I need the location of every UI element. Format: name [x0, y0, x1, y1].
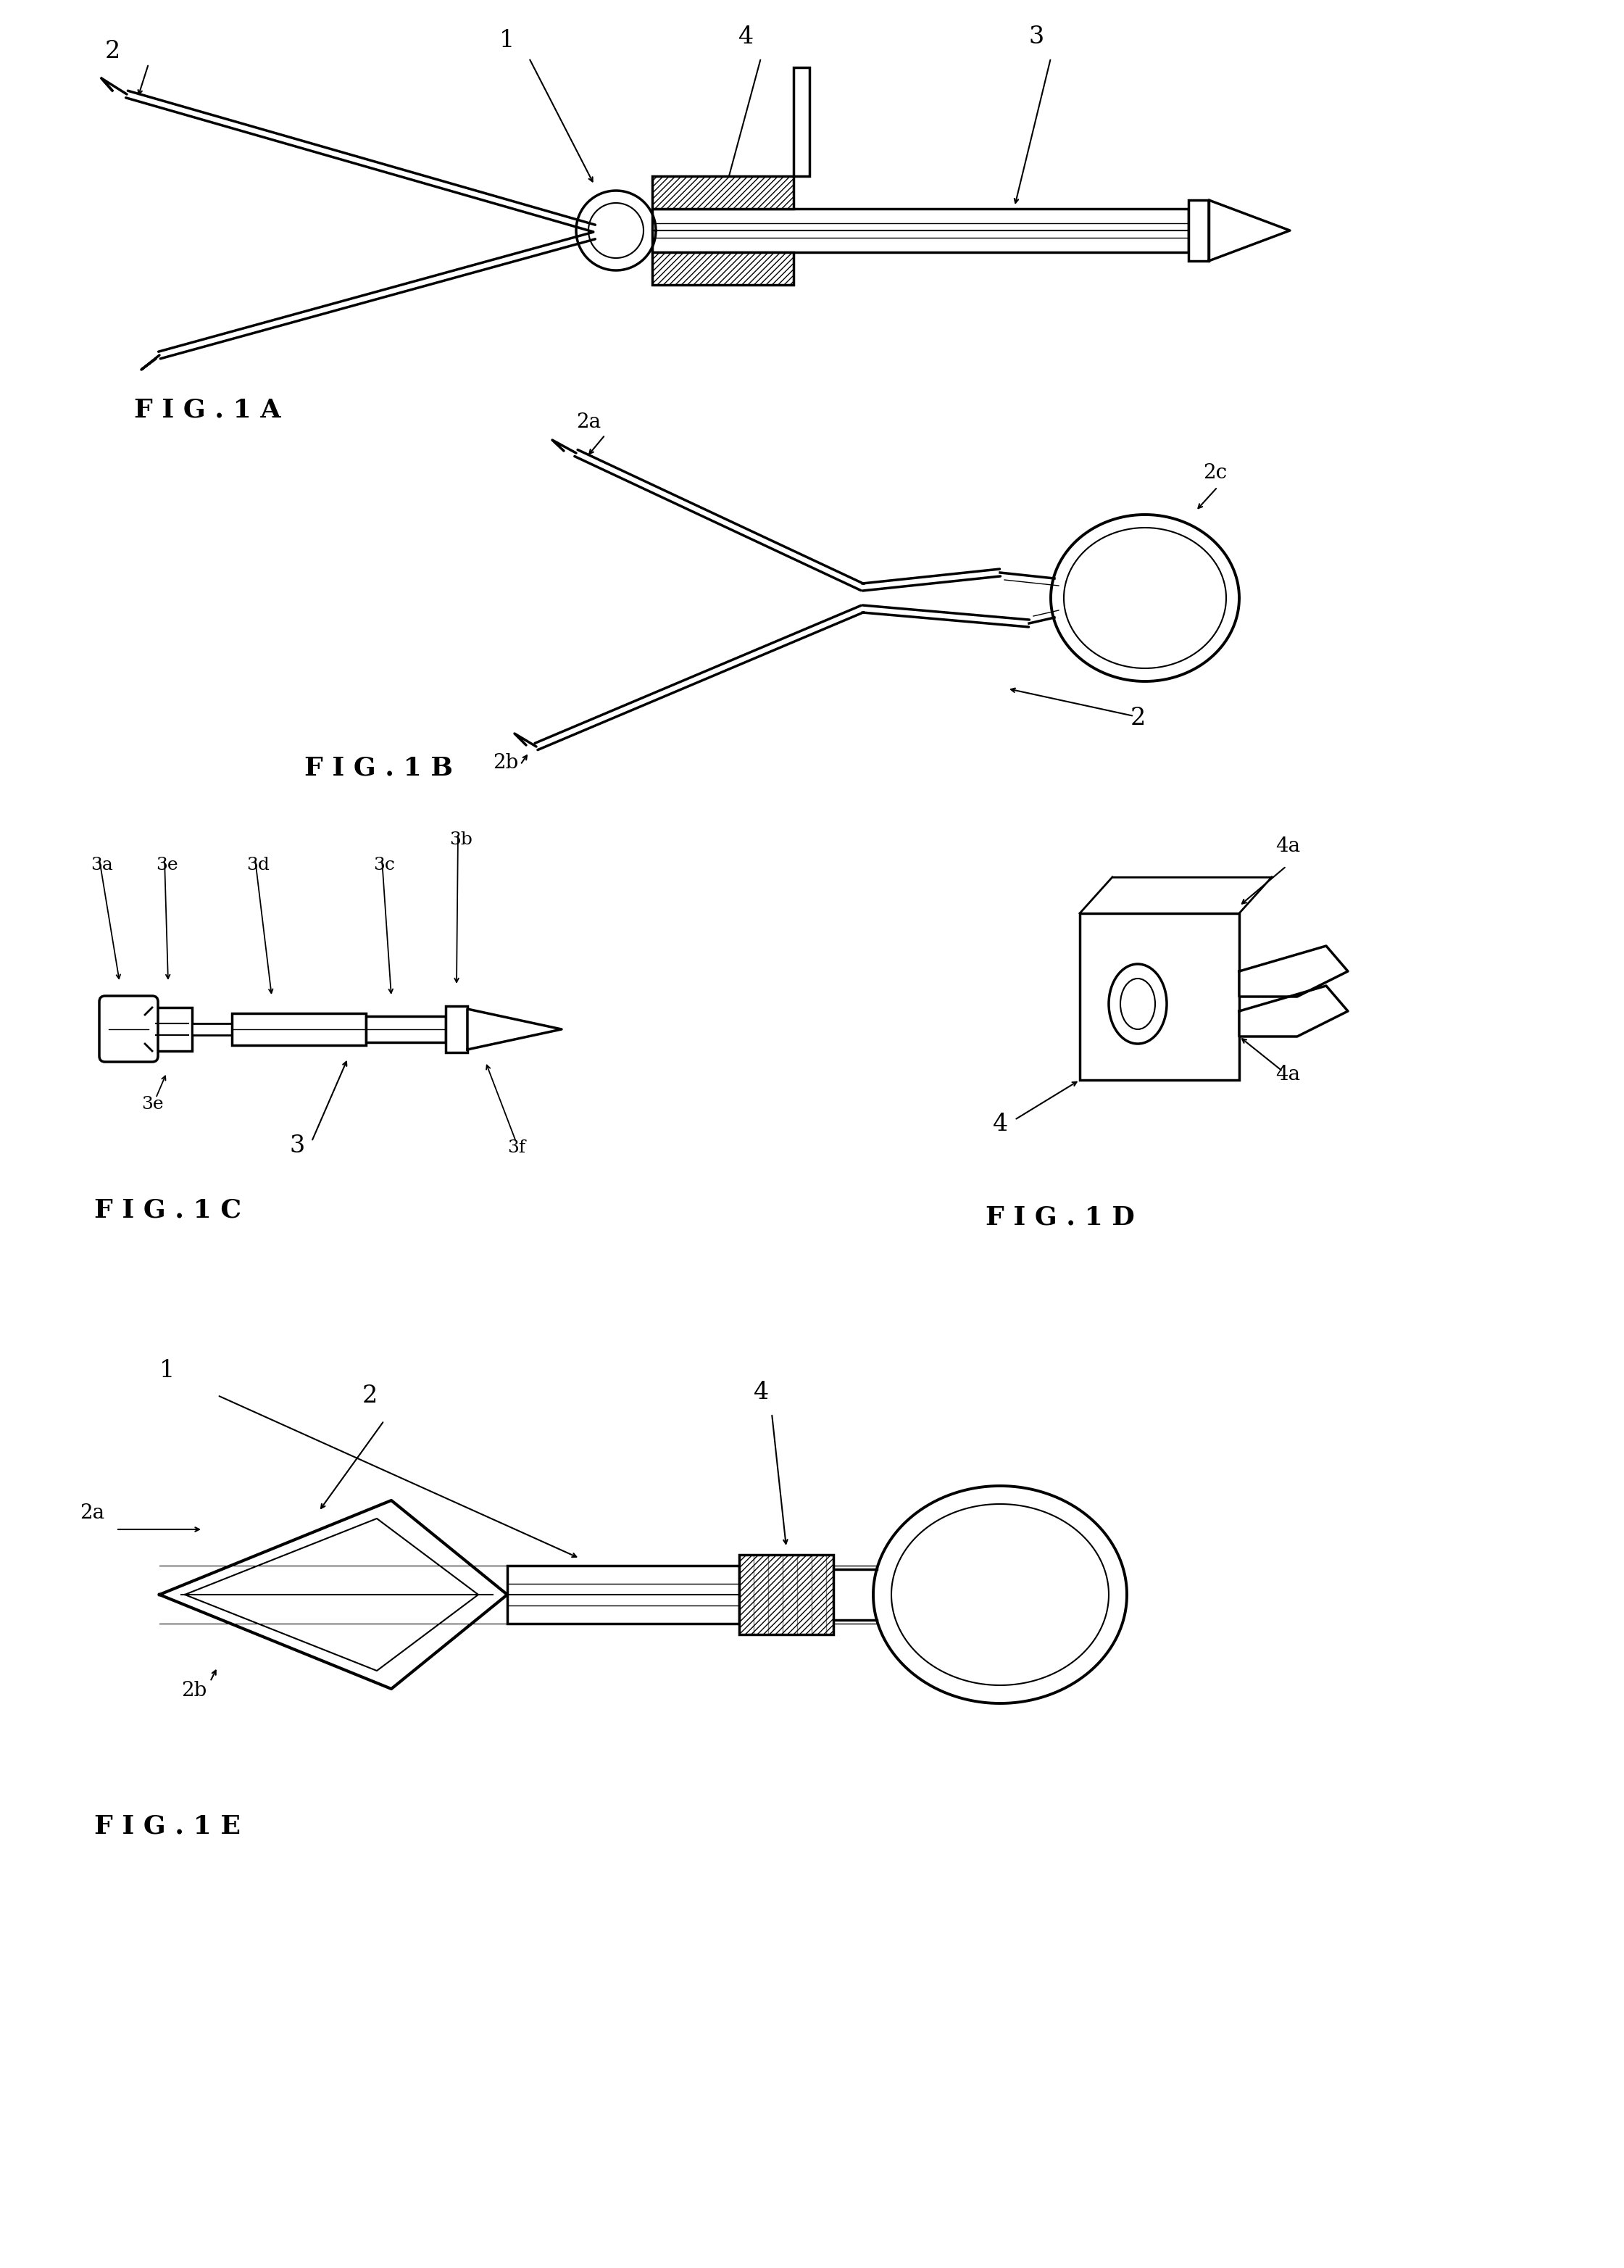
- Polygon shape: [1239, 946, 1348, 996]
- Text: F I G . 1 E: F I G . 1 E: [94, 1814, 240, 1839]
- Text: 4a: 4a: [1275, 1064, 1301, 1084]
- Text: 3b: 3b: [450, 832, 473, 848]
- Text: 3a: 3a: [91, 857, 114, 873]
- Text: 2a: 2a: [80, 1504, 104, 1522]
- FancyBboxPatch shape: [99, 996, 158, 1061]
- Bar: [507, 1565, 739, 1624]
- Text: 4: 4: [992, 1114, 1009, 1136]
- Text: F I G . 1 C: F I G . 1 C: [94, 1198, 242, 1222]
- Bar: [445, 1007, 468, 1052]
- Text: 3: 3: [1028, 25, 1044, 48]
- Text: 3: 3: [289, 1134, 305, 1157]
- Text: 2: 2: [362, 1383, 378, 1408]
- Polygon shape: [1208, 200, 1289, 261]
- Text: 3e: 3e: [141, 1095, 164, 1114]
- Polygon shape: [1239, 987, 1348, 1036]
- Text: 2b: 2b: [182, 1681, 206, 1701]
- Ellipse shape: [1109, 964, 1166, 1043]
- Text: F I G . 1 A: F I G . 1 A: [135, 397, 281, 422]
- Text: 3e: 3e: [156, 857, 179, 873]
- Bar: [232, 1014, 365, 1046]
- Text: 3d: 3d: [247, 857, 270, 873]
- Bar: [1080, 914, 1239, 1080]
- Bar: [1189, 200, 1208, 261]
- Text: 2: 2: [1130, 708, 1147, 730]
- Text: 4: 4: [739, 25, 754, 48]
- Text: 4a: 4a: [1275, 837, 1301, 855]
- Bar: [192, 1023, 232, 1034]
- Text: 4: 4: [754, 1381, 770, 1404]
- Polygon shape: [468, 1009, 562, 1050]
- Text: 2: 2: [104, 41, 120, 64]
- Bar: [794, 68, 809, 177]
- Bar: [153, 1007, 192, 1050]
- Bar: [653, 177, 794, 209]
- Bar: [653, 209, 1189, 252]
- Polygon shape: [159, 1501, 507, 1690]
- Text: 1: 1: [159, 1359, 175, 1381]
- Bar: [365, 1016, 445, 1043]
- Text: 1: 1: [500, 29, 515, 52]
- Text: F I G . 1 B: F I G . 1 B: [304, 755, 453, 780]
- Bar: [653, 252, 794, 286]
- Text: 2b: 2b: [492, 753, 518, 773]
- Text: 3f: 3f: [507, 1139, 526, 1157]
- Ellipse shape: [1121, 978, 1155, 1030]
- Text: 3c: 3c: [374, 857, 395, 873]
- Text: 2a: 2a: [577, 413, 601, 431]
- Bar: [739, 1556, 833, 1635]
- Text: F I G . 1 D: F I G . 1 D: [986, 1204, 1135, 1229]
- Text: 2c: 2c: [1203, 463, 1228, 483]
